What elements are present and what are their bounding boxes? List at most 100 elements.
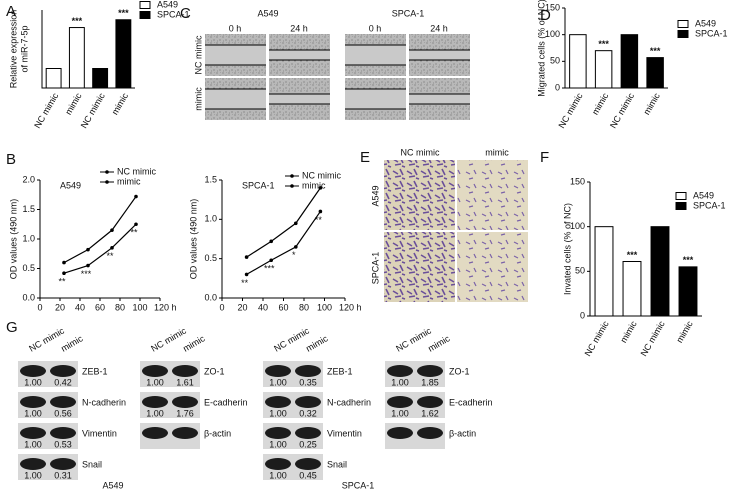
legend-label: A549: [693, 190, 714, 200]
point: [318, 209, 323, 214]
blot-band: [417, 365, 443, 377]
wound-gap: [409, 50, 470, 60]
blot-band: [172, 396, 198, 408]
x-tick-label: mimic: [618, 319, 639, 345]
legend-marker: [105, 180, 109, 184]
blot-band: [295, 427, 321, 439]
series-line: [246, 211, 321, 275]
time-label: 0 h: [369, 23, 382, 33]
column-header: mimic: [426, 333, 452, 354]
invasion-image: [384, 160, 455, 230]
invasion-image: [457, 232, 528, 302]
protein-label: N-cadherin: [82, 397, 126, 407]
protein-label: ZO-1: [204, 366, 225, 376]
panel-letter: B: [6, 151, 16, 168]
panel-letter: G: [6, 319, 18, 336]
significance: **: [315, 215, 323, 225]
y-tick-label: 2.0: [22, 174, 35, 184]
legend-marker: [290, 174, 294, 178]
x-tick-label: 20: [55, 302, 65, 312]
chart-title: SPCA-1: [242, 180, 275, 190]
band-quantity: 1.85: [421, 377, 439, 387]
y-axis-label: Invated cells (% of NC): [562, 203, 572, 295]
y-tick-label: 0.5: [204, 253, 217, 263]
x-tick-label: 80: [299, 302, 309, 312]
series-line: [246, 187, 321, 258]
band-quantity: 0.31: [54, 470, 72, 480]
x-tick-label: mimic: [674, 319, 695, 345]
blot-band: [417, 427, 443, 439]
y-tick-label: 1.5: [22, 204, 35, 214]
bar: [646, 57, 664, 89]
bar: [92, 68, 109, 89]
point: [134, 222, 138, 227]
point: [294, 221, 298, 226]
row-label: A549: [370, 185, 380, 206]
y-tick-label: 0.0: [22, 292, 35, 302]
x-tick-label: mimic: [642, 91, 663, 117]
blot-band: [172, 365, 198, 377]
y-axis-label: Migrated cells (% of NC): [536, 0, 546, 97]
x-tick-label: 100: [132, 302, 147, 312]
significance: **: [106, 251, 114, 261]
legend-label: mimic: [302, 180, 326, 190]
protein-label: E-cadherin: [204, 397, 248, 407]
band-quantity: 1.62: [421, 408, 439, 418]
wound-gap: [269, 50, 330, 60]
legend-label: NC mimic: [117, 166, 156, 176]
group-title: SPCA-1: [392, 8, 425, 18]
legend-label: SPCA-1: [695, 28, 728, 38]
cell-line-label: A549: [102, 480, 123, 490]
bar: [68, 27, 85, 89]
x-tick-label: 40: [258, 302, 268, 312]
significance: ***: [650, 46, 661, 56]
bar: [678, 266, 698, 317]
y-tick-label: 100: [570, 221, 585, 231]
blot-band: [50, 427, 76, 439]
y-tick-label: 1.0: [22, 233, 35, 243]
blot-band: [265, 396, 291, 408]
significance: ***: [118, 8, 129, 18]
significance: ***: [72, 16, 83, 26]
invasion-image: [384, 232, 455, 302]
band-quantity: 1.00: [146, 377, 164, 387]
point: [269, 258, 274, 263]
point: [244, 272, 249, 277]
panel-letter: A: [6, 3, 16, 20]
band-quantity: 1.00: [269, 408, 287, 418]
x-tick-label: NC mimic: [639, 319, 667, 358]
protein-label: β-actin: [204, 428, 231, 438]
column-header: mimic: [304, 333, 330, 354]
band-quantity: 1.00: [269, 377, 287, 387]
point: [62, 260, 66, 265]
row-label: SPCA-1: [370, 252, 380, 285]
column-header: NC mimic: [27, 325, 66, 353]
protein-label: E-cadherin: [449, 397, 493, 407]
y-tick-label: 0.5: [22, 263, 35, 273]
column-header: mimic: [59, 333, 85, 354]
y-tick-label: 150: [570, 176, 585, 186]
y-axis-label: of miR-7-5p: [19, 25, 29, 72]
bar: [45, 68, 62, 89]
blot-band: [20, 396, 46, 408]
legend-label: NC mimic: [302, 170, 341, 180]
point: [134, 194, 138, 199]
x-tick-label: NC mimic: [583, 319, 611, 358]
y-tick-label: 0.0: [204, 292, 217, 302]
point: [318, 186, 323, 190]
x-tick-label: 0: [219, 302, 224, 312]
band-quantity: 1.00: [269, 439, 287, 449]
band-quantity: 0.53: [54, 439, 72, 449]
chart-title: A549: [60, 180, 81, 190]
blot-band: [417, 396, 443, 408]
x-tick-label: 100: [317, 302, 332, 312]
band-quantity: 1.76: [176, 408, 194, 418]
protein-label: Snail: [82, 459, 102, 469]
column-label: NC mimic: [401, 147, 440, 157]
y-axis-label: OD values (490 nm): [188, 199, 198, 280]
x-tick-label: 40: [75, 302, 85, 312]
legend-label: SPCA-1: [693, 200, 726, 210]
bar: [594, 50, 613, 89]
bar: [569, 34, 587, 89]
